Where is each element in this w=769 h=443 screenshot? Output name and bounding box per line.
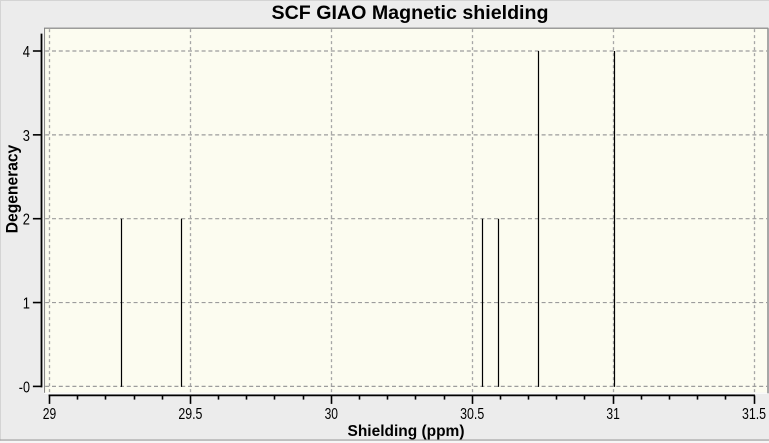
svg-text:29.5: 29.5 — [178, 406, 202, 423]
svg-text:2: 2 — [23, 212, 30, 229]
svg-text:31: 31 — [606, 406, 619, 423]
svg-text:1: 1 — [23, 295, 30, 312]
svg-text:30.5: 30.5 — [460, 406, 484, 423]
svg-text:Shielding (ppm): Shielding (ppm) — [348, 423, 465, 440]
svg-text:30: 30 — [325, 406, 338, 423]
svg-text:4: 4 — [23, 44, 30, 61]
svg-text:29: 29 — [43, 406, 56, 423]
svg-text:3: 3 — [23, 128, 30, 145]
svg-text:-0: -0 — [19, 379, 30, 396]
svg-text:Degeneracy: Degeneracy — [3, 145, 21, 234]
svg-text:SCF GIAO Magnetic shielding: SCF GIAO Magnetic shielding — [272, 2, 549, 24]
svg-text:31.5: 31.5 — [742, 406, 766, 423]
